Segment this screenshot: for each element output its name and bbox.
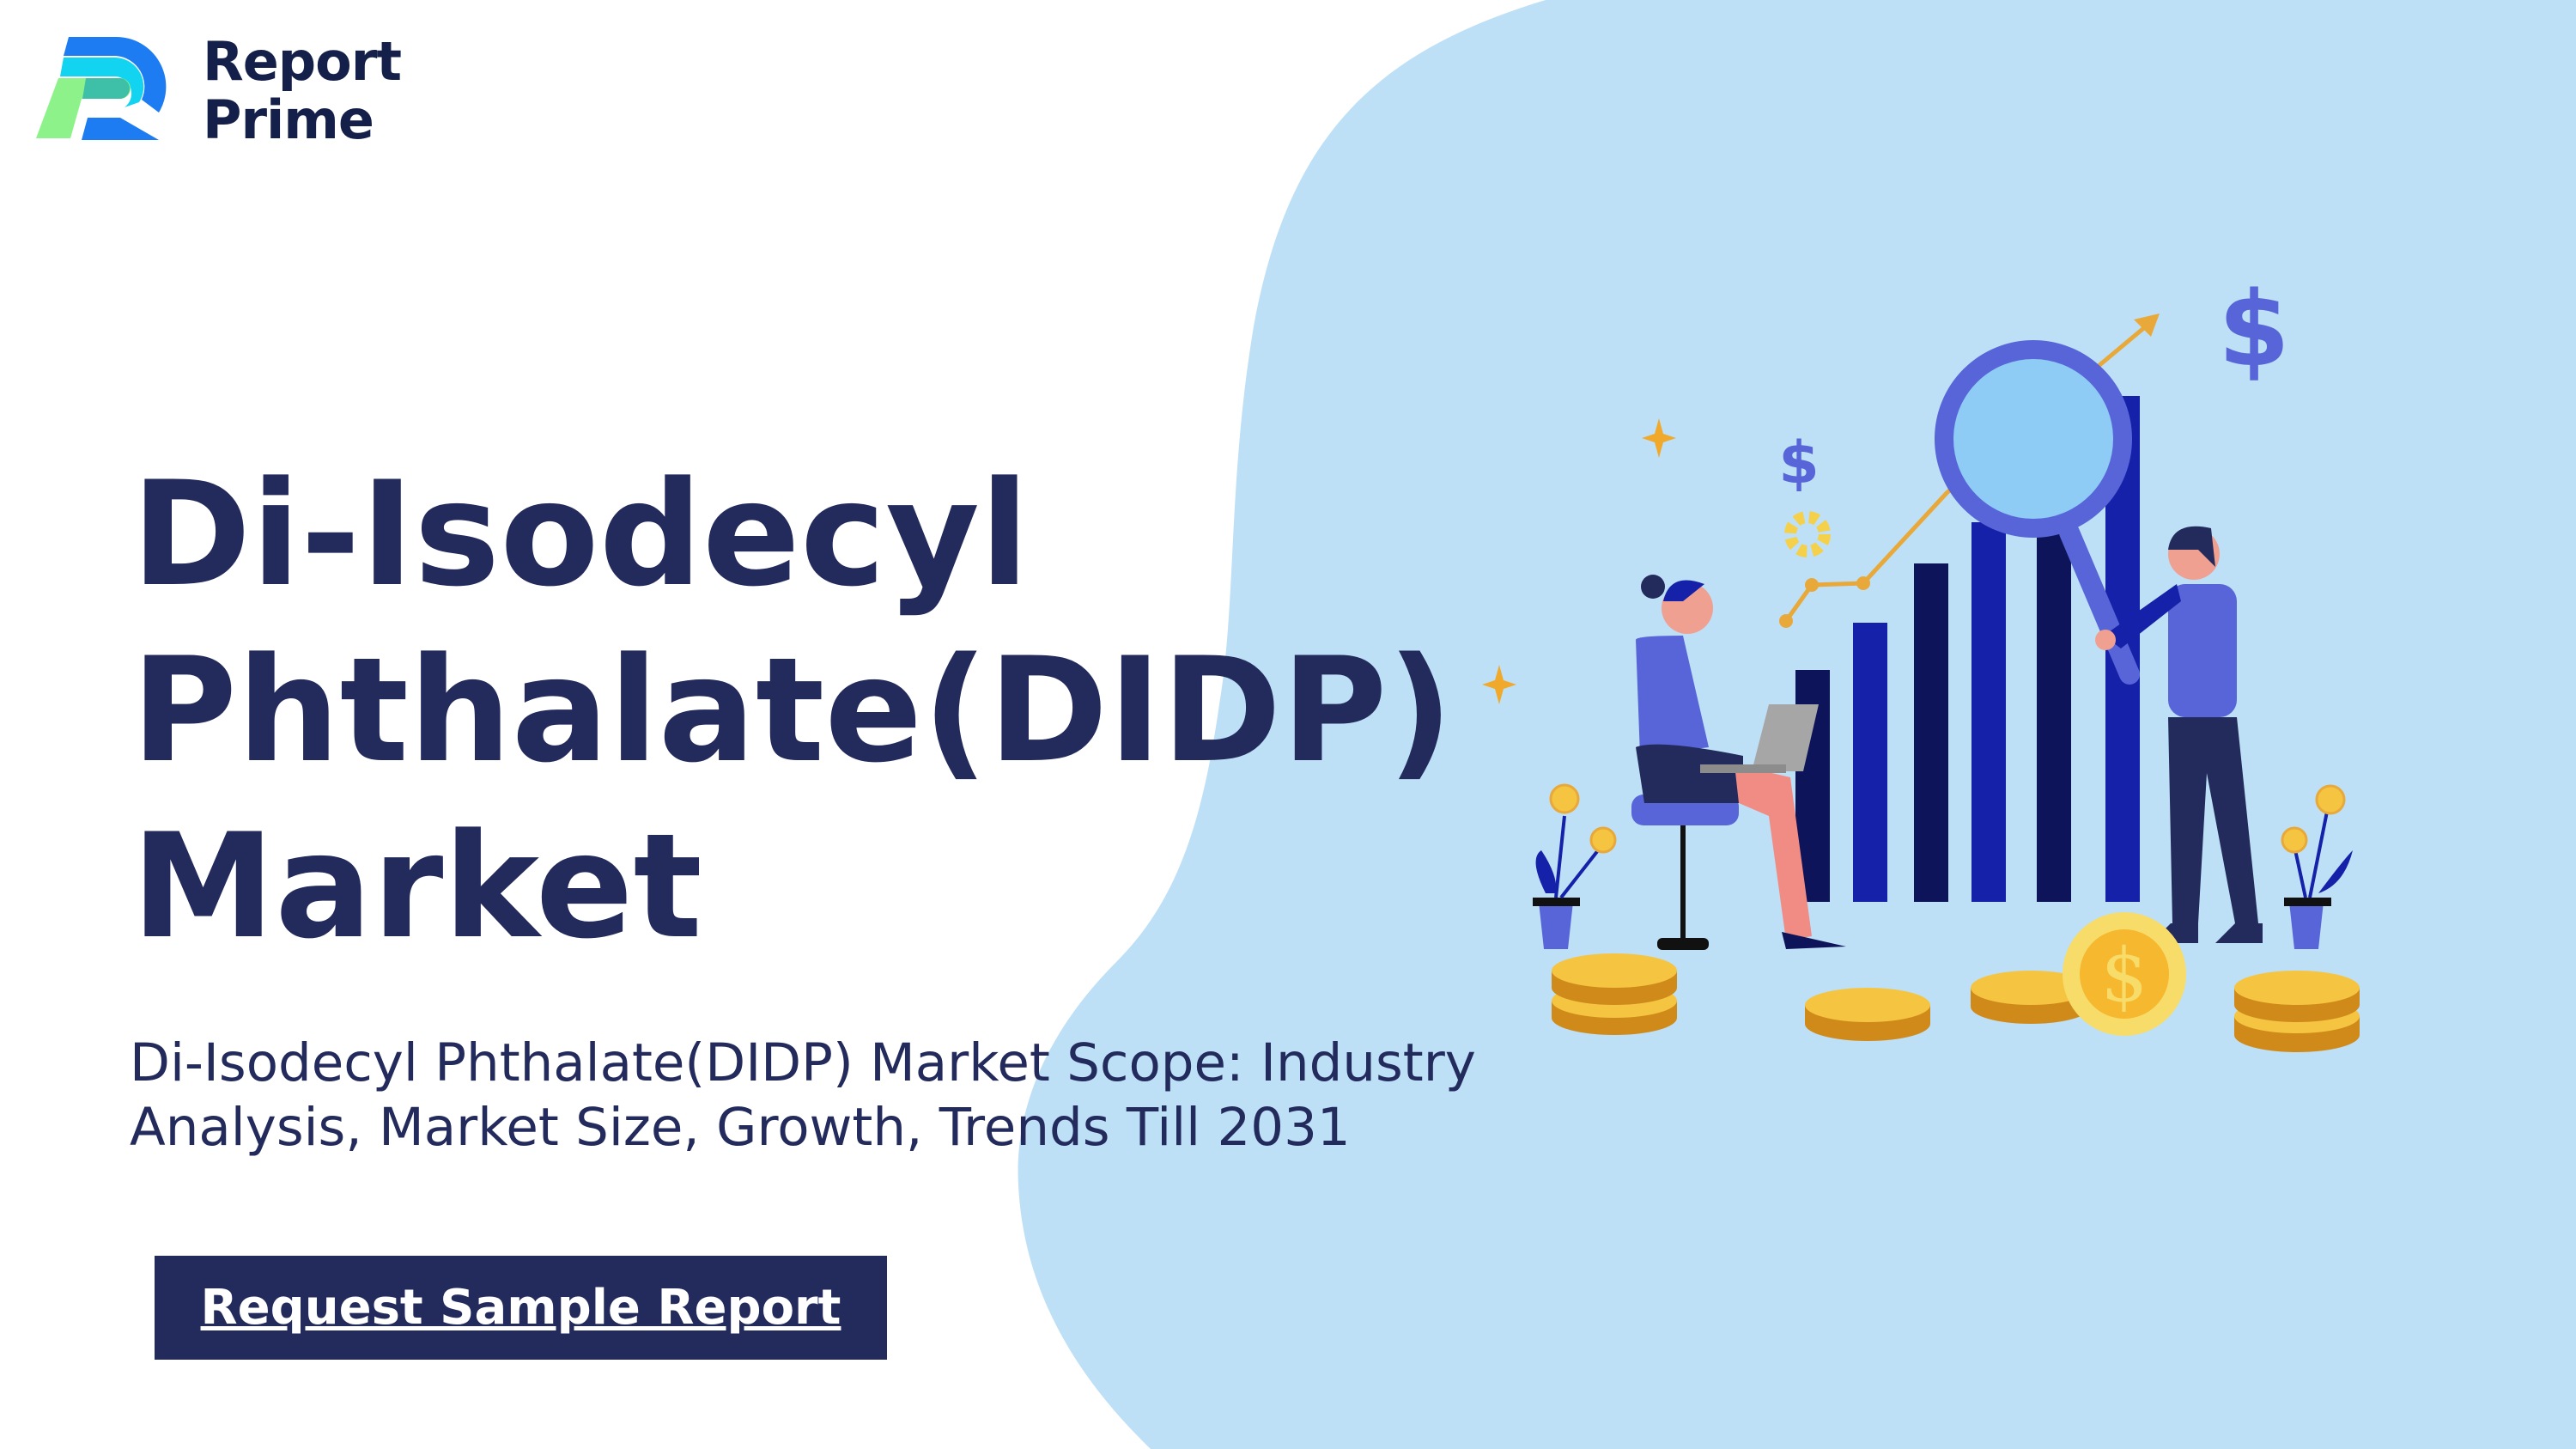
bar <box>2037 529 2071 902</box>
bar <box>1914 563 1948 902</box>
sparkle-icon <box>1482 665 1516 704</box>
bar <box>1971 522 2006 902</box>
logo-mark-icon <box>36 36 167 140</box>
title-line-1: Di-Isodecyl <box>131 450 1030 618</box>
logo-line-2: Prime <box>203 88 374 151</box>
title-line-2: Phthalate(DIDP) <box>131 626 1454 795</box>
logo-wordmark: Report Prime <box>203 30 402 151</box>
coin-stack-icon <box>1971 971 2091 1024</box>
svg-text:$: $ <box>2101 933 2148 1019</box>
coin-stack-icon <box>1552 953 1677 1035</box>
page-subtitle: Di-Isodecyl Phthalate(DIDP) Market Scope… <box>130 1032 1476 1158</box>
page-title: Di-Isodecyl Phthalate(DIDP) Market <box>131 447 1505 975</box>
gear-icon <box>1784 511 1831 557</box>
request-sample-report-button[interactable]: Request Sample Report <box>155 1256 887 1360</box>
logo-line-1: Report <box>203 30 402 93</box>
dollar-icon: $ <box>2218 271 2290 390</box>
money-plant-icon <box>1533 783 1617 949</box>
trend-arrow-icon <box>2134 314 2160 337</box>
big-coin-icon: $ <box>2063 912 2186 1036</box>
sparkle-icon <box>1642 418 1676 458</box>
dollar-icon: $ <box>1778 429 1819 497</box>
coin-stack-icon <box>1805 988 1930 1041</box>
report-prime-logo[interactable]: Report Prime <box>34 30 402 151</box>
man-with-magnifier-figure <box>2095 526 2263 943</box>
coin-stack-icon <box>2234 971 2360 1052</box>
magnifier-icon <box>1935 340 2140 685</box>
bar <box>1853 623 1887 902</box>
money-plant-icon <box>2281 784 2353 949</box>
woman-with-laptop-figure <box>1631 575 1846 950</box>
title-line-3: Market <box>131 802 702 971</box>
bar-chart-graphic <box>1795 396 2140 902</box>
